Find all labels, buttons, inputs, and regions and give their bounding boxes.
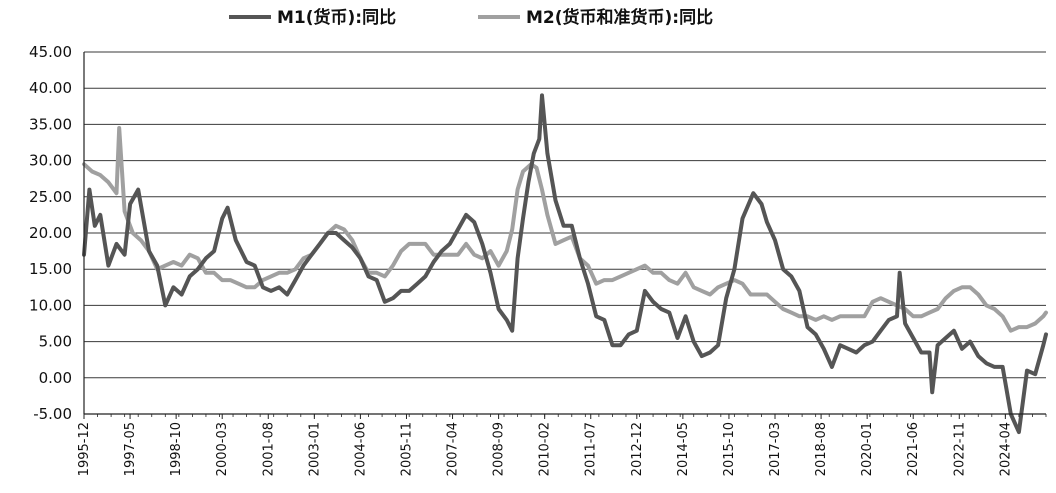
y-tick-label: 20.00 <box>29 224 72 242</box>
series-line-m2 <box>82 126 1048 333</box>
axes <box>83 52 1046 415</box>
y-tick-label: 5.00 <box>39 333 72 351</box>
x-tick-label: 2012-12 <box>630 422 645 476</box>
y-axis-ticks: -5.00 0.00 5.00 10.00 15.00 20.00 25.00 30.00 35… <box>29 43 72 423</box>
series-line-m1 <box>82 93 1048 435</box>
x-tick-label: 2011-07 <box>584 422 599 476</box>
y-tick-label: 35.00 <box>29 115 72 133</box>
y-tick-label: 0.00 <box>39 369 72 387</box>
y-tick-label: 10.00 <box>29 296 72 314</box>
x-tick-label: 1995-12 <box>77 422 92 476</box>
y-tick-label: 45.00 <box>29 43 72 61</box>
x-tick-label: 1998-10 <box>169 422 184 476</box>
x-tick-label: 2010-02 <box>538 422 553 476</box>
x-tick-label: 2008-09 <box>492 422 507 476</box>
x-tick-label: 2003-01 <box>307 422 322 476</box>
y-tick-label: 30.00 <box>29 152 72 170</box>
x-tick-label: 2021-06 <box>906 422 921 476</box>
y-tick-label: 40.00 <box>29 79 72 97</box>
legend-label-m2: M2(货币和准货币):同比 <box>526 7 713 28</box>
y-tick-label: 25.00 <box>29 188 72 206</box>
x-tick-label: 2020-01 <box>860 422 875 476</box>
x-tick-label: 2018-08 <box>814 422 829 476</box>
x-tick-label: 2000-03 <box>215 422 230 476</box>
legend: M1(货币):同比 M2(货币和准货币):同比 <box>229 7 713 28</box>
x-tick-label: 2024-04 <box>998 422 1013 476</box>
x-tick-label: 2017-03 <box>768 422 783 476</box>
x-tick-label: 2004-06 <box>353 422 368 476</box>
y-tick-label: -5.00 <box>33 405 72 423</box>
x-tick-label: 2022-11 <box>952 422 967 476</box>
x-tick-label: 2015-10 <box>722 422 737 476</box>
x-tick-label: 1997-05 <box>123 422 138 476</box>
x-tick-label: 2001-08 <box>261 422 276 476</box>
x-tick-label: 2005-11 <box>399 422 414 476</box>
x-tick-label: 2007-04 <box>446 422 461 476</box>
x-tick-label: 2014-05 <box>676 422 691 476</box>
x-axis-ticks: 1995-12 1997-05 1998-10 2000-03 2001-08 2003-… <box>77 414 1047 476</box>
y-tick-label: 15.00 <box>29 260 72 278</box>
series-layer <box>82 93 1048 435</box>
grid-lines <box>84 51 1046 415</box>
legend-label-m1: M1(货币):同比 <box>277 7 396 28</box>
